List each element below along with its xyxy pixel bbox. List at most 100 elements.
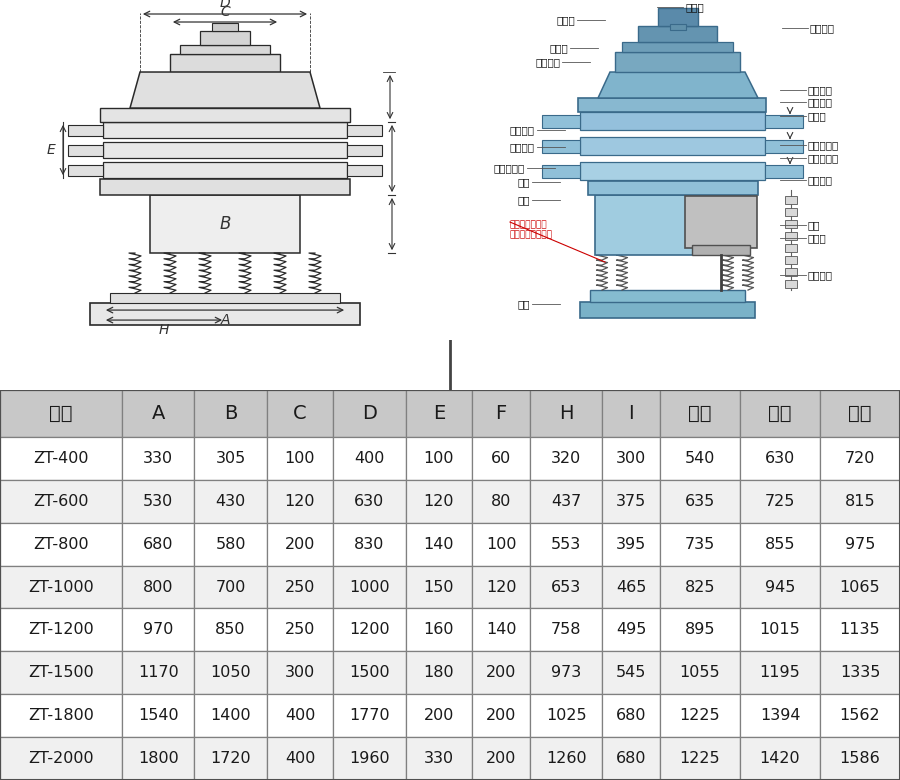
- Text: 680: 680: [616, 751, 646, 766]
- Text: 300: 300: [616, 451, 646, 466]
- Bar: [530, 480, 602, 523]
- Text: 弹簧: 弹簧: [518, 195, 530, 205]
- Bar: [0, 390, 122, 437]
- Bar: [820, 523, 900, 566]
- Text: 额外重锤板: 额外重锤板: [808, 153, 839, 163]
- Bar: [333, 566, 406, 608]
- Bar: [103, 122, 347, 138]
- Text: 320: 320: [551, 451, 581, 466]
- Text: 200: 200: [284, 537, 315, 551]
- Text: 100: 100: [284, 451, 315, 466]
- Bar: [542, 140, 580, 153]
- Text: 630: 630: [355, 494, 384, 509]
- Bar: [530, 651, 602, 694]
- Text: B: B: [224, 404, 238, 423]
- Bar: [406, 566, 473, 608]
- Text: 200: 200: [424, 708, 454, 723]
- Text: 1562: 1562: [840, 708, 880, 723]
- Bar: [122, 523, 194, 566]
- Text: 553: 553: [551, 537, 581, 551]
- Text: 顶部框架: 顶部框架: [535, 57, 560, 67]
- Text: 底部框架: 底部框架: [510, 142, 535, 152]
- Text: 330: 330: [424, 751, 454, 766]
- Bar: [602, 437, 660, 480]
- Bar: [0, 737, 122, 780]
- Bar: [406, 437, 473, 480]
- Bar: [472, 608, 530, 651]
- Bar: [602, 390, 660, 437]
- Text: 1135: 1135: [840, 622, 880, 637]
- Text: 1055: 1055: [680, 665, 720, 680]
- Text: ZT-1800: ZT-1800: [28, 708, 94, 723]
- Text: 100: 100: [424, 451, 454, 466]
- Bar: [602, 737, 660, 780]
- Text: 945: 945: [765, 580, 796, 594]
- Bar: [110, 293, 340, 303]
- Text: 下部重锤: 下部重锤: [808, 270, 833, 280]
- Bar: [406, 651, 473, 694]
- Text: 120: 120: [284, 494, 315, 509]
- Text: C: C: [220, 5, 230, 19]
- Bar: [333, 480, 406, 523]
- Text: 1260: 1260: [545, 751, 587, 766]
- Text: 1225: 1225: [680, 751, 720, 766]
- Bar: [660, 694, 740, 737]
- Text: 1225: 1225: [680, 708, 720, 723]
- Text: ZT-1000: ZT-1000: [28, 580, 94, 594]
- Bar: [578, 98, 766, 112]
- Text: 橡胶球: 橡胶球: [808, 111, 827, 121]
- Bar: [266, 737, 333, 780]
- Bar: [530, 523, 602, 566]
- Text: 395: 395: [616, 537, 646, 551]
- Bar: [347, 165, 382, 176]
- Bar: [0, 608, 122, 651]
- Text: 540: 540: [685, 451, 716, 466]
- Bar: [785, 268, 797, 276]
- Bar: [406, 737, 473, 780]
- Bar: [740, 608, 820, 651]
- Text: 二层: 二层: [769, 404, 792, 423]
- Text: 815: 815: [845, 494, 876, 509]
- Bar: [406, 608, 473, 651]
- Bar: [692, 245, 750, 255]
- Text: 1015: 1015: [760, 622, 800, 637]
- Text: 200: 200: [486, 751, 517, 766]
- Bar: [68, 145, 103, 156]
- Text: 635: 635: [685, 494, 716, 509]
- Bar: [100, 179, 350, 195]
- Text: 1960: 1960: [349, 751, 390, 766]
- Text: ZT-1200: ZT-1200: [28, 622, 94, 637]
- Text: 200: 200: [486, 665, 517, 680]
- Bar: [170, 54, 280, 72]
- Text: 中部框架: 中部框架: [510, 125, 535, 135]
- Text: 305: 305: [215, 451, 246, 466]
- Bar: [266, 694, 333, 737]
- Bar: [590, 290, 745, 302]
- Bar: [150, 195, 300, 253]
- Bar: [615, 52, 740, 72]
- Text: 400: 400: [284, 708, 315, 723]
- Text: 400: 400: [355, 451, 384, 466]
- Text: 970: 970: [143, 622, 174, 637]
- Bar: [765, 115, 803, 128]
- Bar: [194, 523, 266, 566]
- Bar: [580, 137, 765, 155]
- Text: 495: 495: [616, 622, 646, 637]
- Text: 725: 725: [765, 494, 796, 509]
- Bar: [122, 694, 194, 737]
- Bar: [595, 195, 750, 255]
- Bar: [602, 480, 660, 523]
- Bar: [333, 608, 406, 651]
- Text: 465: 465: [616, 580, 646, 594]
- Bar: [820, 390, 900, 437]
- Bar: [122, 651, 194, 694]
- Bar: [333, 437, 406, 480]
- Bar: [740, 523, 820, 566]
- Bar: [785, 220, 797, 228]
- Text: 700: 700: [215, 580, 246, 594]
- Text: 电动机: 电动机: [808, 233, 827, 243]
- Text: 120: 120: [486, 580, 517, 594]
- Bar: [785, 232, 797, 240]
- Bar: [0, 694, 122, 737]
- Bar: [530, 694, 602, 737]
